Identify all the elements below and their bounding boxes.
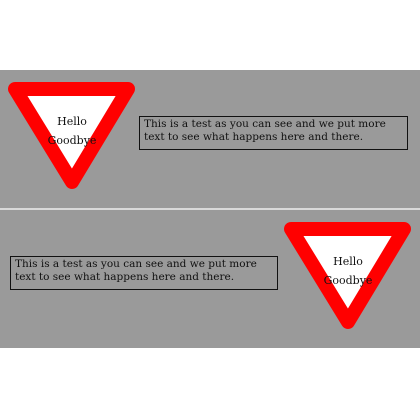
- yield-triangle-icon: [8, 82, 135, 189]
- yield-sign-top: Hello Goodbye: [7, 80, 137, 196]
- text-box-top: This is a test as you can see and we put…: [139, 116, 408, 150]
- panel-divider: [0, 208, 420, 210]
- sign-text-goodbye: Goodbye: [47, 134, 97, 147]
- yield-triangle-icon: [284, 222, 411, 329]
- text-box-bottom: This is a test as you can see and we put…: [10, 256, 278, 290]
- sign-text-hello: Hello: [333, 255, 363, 268]
- yield-sign-bottom: Hello Goodbye: [283, 220, 413, 336]
- sign-text-hello: Hello: [57, 115, 87, 128]
- sign-text-goodbye: Goodbye: [323, 274, 373, 287]
